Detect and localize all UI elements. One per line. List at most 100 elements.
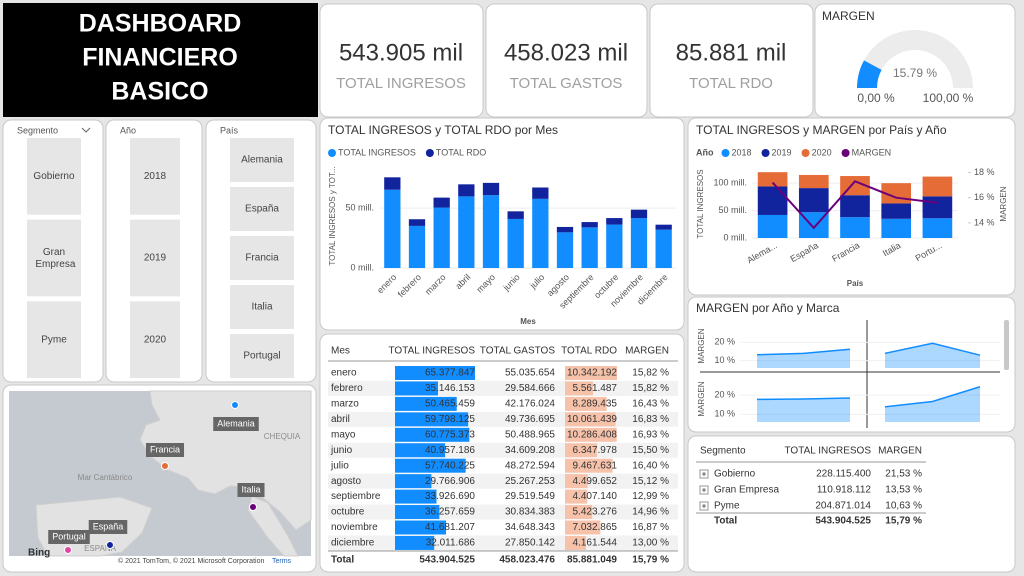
gauge-value-label: 15.79 % xyxy=(893,66,937,80)
table-cell: 29.766.906 xyxy=(425,476,475,487)
table-cell: noviembre xyxy=(331,522,378,533)
table-header: TOTAL RDO xyxy=(561,346,617,357)
chart-panel xyxy=(687,296,1016,433)
data-bar xyxy=(395,505,440,520)
row-shade xyxy=(328,442,678,458)
data-bar xyxy=(565,443,597,458)
table-header: TOTAL INGRESOS xyxy=(785,446,872,457)
y-tick-label: 10 % xyxy=(714,355,735,365)
table-cell: 15,82 % xyxy=(632,368,669,379)
title-box xyxy=(3,3,318,117)
table-cell: 14,96 % xyxy=(632,507,669,518)
map-bubble[interactable] xyxy=(231,401,239,409)
table-cell: 10.061.439 xyxy=(567,414,617,425)
bar xyxy=(507,211,524,219)
data-bar xyxy=(395,381,439,396)
data-bar xyxy=(395,427,470,442)
table-total: 15,79 % xyxy=(885,516,922,527)
bar xyxy=(881,203,912,219)
bar xyxy=(458,184,475,197)
table-cell: 48.272.594 xyxy=(505,460,555,471)
table-cell: 10.286.408 xyxy=(567,429,617,440)
map-bubble[interactable] xyxy=(106,541,114,549)
bar xyxy=(606,224,623,268)
data-bar xyxy=(395,474,432,489)
table-cell: 10,63 % xyxy=(885,501,922,512)
table-cell: 15,12 % xyxy=(632,476,669,487)
bar xyxy=(532,198,549,268)
slicer-item[interactable] xyxy=(230,236,294,280)
bar xyxy=(922,196,953,219)
map-bubble[interactable] xyxy=(161,462,169,470)
table-cell: enero xyxy=(331,368,357,379)
table-header: Segmento xyxy=(700,446,746,457)
slicer-item[interactable] xyxy=(130,138,180,215)
slicer-item[interactable] xyxy=(230,187,294,231)
data-bar xyxy=(395,366,475,380)
bar xyxy=(581,227,598,268)
table-cell: 29.584.666 xyxy=(505,383,555,394)
slicer-item-label: 2018 xyxy=(144,171,167,182)
map-brand: Bing xyxy=(28,548,50,559)
chart-title: TOTAL INGRESOS y MARGEN por País y Año xyxy=(696,123,947,137)
table-cell: 34.609.208 xyxy=(505,445,555,456)
slicer-item[interactable] xyxy=(130,219,180,297)
gauge-track xyxy=(857,30,973,88)
table-total: Total xyxy=(714,516,737,527)
slicer-item-label: Pyme xyxy=(41,334,67,345)
table-header: Mes xyxy=(331,346,350,357)
gauge-value xyxy=(857,60,882,88)
legend-marker xyxy=(841,149,850,157)
table-header: TOTAL INGRESOS xyxy=(389,346,476,357)
area xyxy=(885,386,980,422)
slicer-item[interactable] xyxy=(230,285,294,329)
slicer-title: País xyxy=(220,125,239,135)
table-cell: 50.465.459 xyxy=(425,399,475,410)
slicer-item[interactable] xyxy=(130,301,180,378)
table-cell: 21,53 % xyxy=(885,469,922,480)
scrollbar[interactable] xyxy=(1004,320,1009,370)
slicer-item[interactable] xyxy=(27,219,81,297)
dropdown-chevron[interactable] xyxy=(81,127,91,133)
table-cell: 29.519.549 xyxy=(505,491,555,502)
bar xyxy=(655,229,672,268)
table-panel xyxy=(687,435,1016,573)
map-bubble[interactable] xyxy=(249,503,257,511)
y2-tick-label: 14 % xyxy=(974,217,995,227)
table-cell: Gobierno xyxy=(714,469,756,480)
slicer-item[interactable] xyxy=(27,301,81,378)
slicer-item-label: Gran Empresa xyxy=(33,247,76,270)
expand-icon xyxy=(702,488,706,492)
table-cell: 110.918.112 xyxy=(817,485,872,496)
x-axis-label: País xyxy=(847,279,864,288)
y-tick-label: 0 mill. xyxy=(723,232,747,242)
data-bar xyxy=(565,412,616,427)
data-bar xyxy=(395,535,435,550)
bar xyxy=(757,172,788,187)
bar xyxy=(655,224,672,230)
map-copyright: © 2021 TomTom, © 2021 Microsoft Corporat… xyxy=(118,557,264,565)
bar xyxy=(922,176,953,197)
table-cell: 7.032.865 xyxy=(573,522,618,533)
data-bar xyxy=(395,489,437,504)
bar xyxy=(798,174,829,189)
row-shade xyxy=(328,411,678,427)
slicer-item[interactable] xyxy=(230,138,294,182)
table-cell: 42.176.024 xyxy=(505,399,555,410)
bar xyxy=(408,225,426,268)
table-total: 85.881.049 xyxy=(567,555,617,566)
table-cell: 13,00 % xyxy=(632,538,669,549)
map-bubble[interactable] xyxy=(64,546,72,554)
slicer-item[interactable] xyxy=(230,334,294,378)
legend-label: 2020 xyxy=(812,147,832,157)
gauge-max-label: 100,00 % xyxy=(923,91,974,105)
table-cell: 41.681.207 xyxy=(425,522,475,533)
data-bar xyxy=(395,520,447,535)
table-cell: 34.648.343 xyxy=(505,522,555,533)
slicer-item[interactable] xyxy=(27,138,81,215)
expand-icon xyxy=(702,504,706,508)
bar xyxy=(757,186,788,215)
map-callout: Francia xyxy=(150,444,180,454)
area-line xyxy=(884,386,981,408)
y-tick-label: 50 mill. xyxy=(718,205,747,215)
